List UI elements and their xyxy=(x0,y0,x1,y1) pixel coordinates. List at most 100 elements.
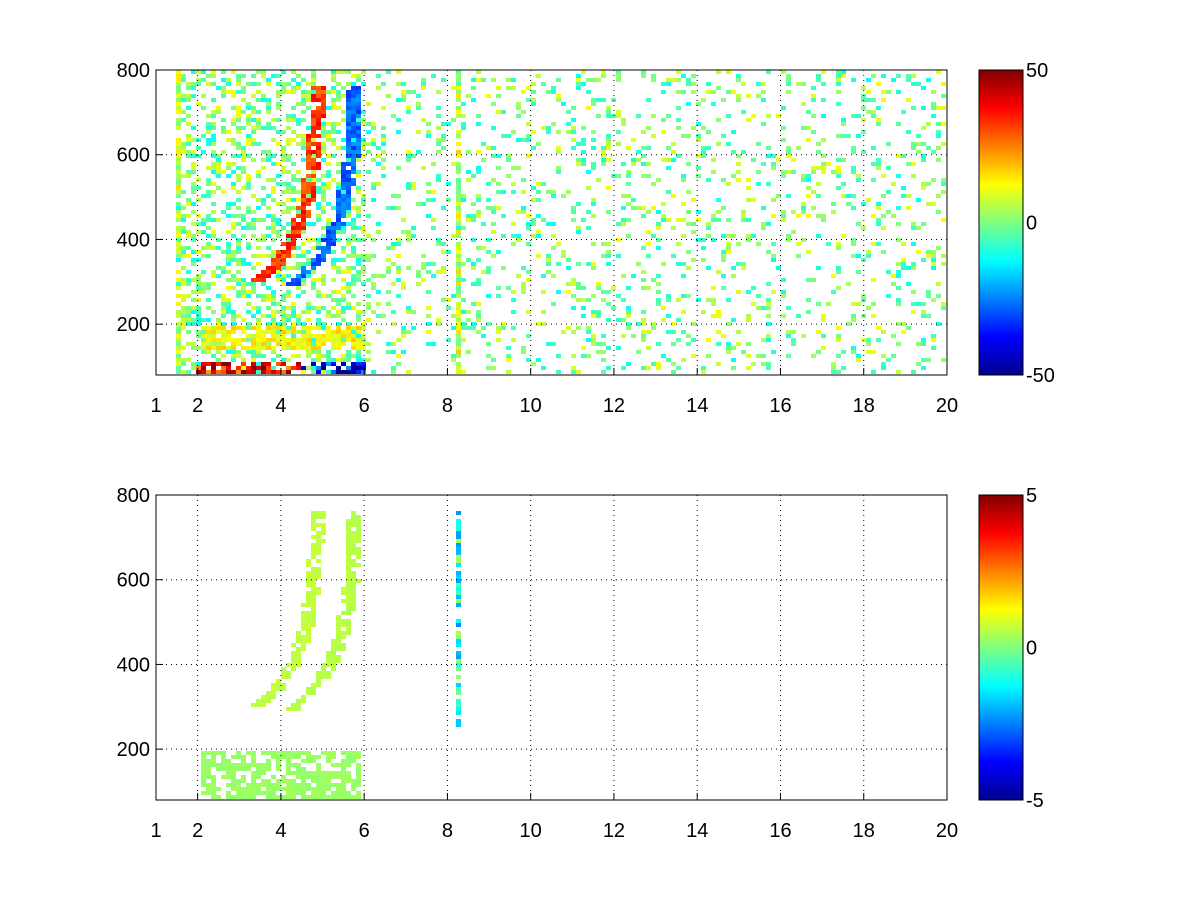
heatmap-cell xyxy=(356,310,361,314)
x-tick-labels: 1 2 4 6 8 10 12 14 16 18 20 xyxy=(150,793,958,842)
heatmap-cell xyxy=(661,82,666,86)
heatmap-cell xyxy=(351,218,356,222)
heatmap-cell xyxy=(346,130,351,134)
heatmap-cell xyxy=(301,194,306,198)
heatmap-cell xyxy=(296,230,301,234)
heatmap-cell xyxy=(191,362,196,366)
heatmap-cell xyxy=(281,202,286,206)
heatmap-cell xyxy=(351,118,356,122)
heatmap-cell xyxy=(321,158,326,162)
heatmap-cell xyxy=(231,250,236,254)
heatmap-cell xyxy=(891,274,896,278)
heatmap-cell xyxy=(196,318,201,322)
heatmap-cell xyxy=(351,274,356,278)
heatmap-cell xyxy=(886,142,891,146)
heatmap-cell xyxy=(731,150,736,154)
heatmap-cell xyxy=(256,354,261,358)
heatmap-cell xyxy=(736,290,741,294)
heatmap-cell xyxy=(606,262,611,266)
heatmap-cell xyxy=(281,262,286,266)
heatmap-cell xyxy=(576,78,581,82)
heatmap-cell xyxy=(236,222,241,226)
heatmap-cell xyxy=(341,194,346,198)
x-tick-label: 8 xyxy=(442,395,453,417)
heatmap-cell xyxy=(306,326,311,330)
heatmap-cell xyxy=(316,559,321,563)
heatmap-cell xyxy=(711,302,716,306)
heatmap-cell xyxy=(321,370,326,374)
heatmap-cell xyxy=(911,106,916,110)
heatmap-cell xyxy=(356,579,361,583)
heatmap-cell xyxy=(196,70,201,74)
heatmap-cell xyxy=(276,230,281,234)
heatmap-cell xyxy=(456,354,461,358)
heatmap-cell xyxy=(916,362,921,366)
heatmap-cell xyxy=(276,82,281,86)
heatmap-cell xyxy=(456,338,461,342)
heatmap-cell xyxy=(266,691,271,695)
heatmap-cell xyxy=(491,230,496,234)
heatmap-cell xyxy=(351,154,356,158)
heatmap-cell xyxy=(271,218,276,222)
heatmap-cell xyxy=(286,755,291,759)
heatmap-cell xyxy=(296,234,301,238)
heatmap-cell xyxy=(921,366,926,370)
heatmap-cell xyxy=(321,282,326,286)
heatmap-cell xyxy=(286,346,291,350)
heatmap-cell xyxy=(621,274,626,278)
heatmap-cell xyxy=(181,314,186,318)
heatmap-cell xyxy=(256,206,261,210)
heatmap-cell xyxy=(321,246,326,250)
heatmap-cell xyxy=(716,86,721,90)
heatmap-cell xyxy=(346,242,351,246)
heatmap-cell xyxy=(836,174,841,178)
heatmap-cell xyxy=(856,254,861,258)
heatmap-cell xyxy=(836,326,841,330)
heatmap-cell xyxy=(441,242,446,246)
heatmap-cell xyxy=(351,82,356,86)
heatmap-cell xyxy=(351,515,356,519)
heatmap-cell xyxy=(931,338,936,342)
heatmap-cell xyxy=(266,246,271,250)
heatmap-cell xyxy=(921,158,926,162)
heatmap-cell xyxy=(231,154,236,158)
heatmap-cell xyxy=(871,114,876,118)
heatmap-cell xyxy=(666,294,671,298)
heatmap-cell xyxy=(241,775,246,779)
heatmap-cell xyxy=(251,334,256,338)
colorbar: -505 xyxy=(978,485,1044,812)
heatmap-cell xyxy=(896,238,901,242)
heatmap-cell xyxy=(776,158,781,162)
heatmap-cell xyxy=(276,330,281,334)
heatmap-cell xyxy=(346,214,351,218)
heatmap-cell xyxy=(331,126,336,130)
heatmap-cell xyxy=(361,322,366,326)
heatmap-cell xyxy=(271,290,276,294)
heatmap-cell xyxy=(196,214,201,218)
heatmap-cell xyxy=(231,342,236,346)
heatmap-cell xyxy=(326,651,331,655)
heatmap-cell xyxy=(201,350,206,354)
heatmap-cell xyxy=(836,74,841,78)
heatmap-cell xyxy=(236,767,241,771)
heatmap-cell xyxy=(351,294,356,298)
heatmap-cell xyxy=(216,86,221,90)
heatmap-cell xyxy=(346,559,351,563)
heatmap-cell xyxy=(321,186,326,190)
heatmap-cell xyxy=(726,218,731,222)
heatmap-cell xyxy=(231,94,236,98)
heatmap-cell xyxy=(351,551,356,555)
heatmap-cell xyxy=(651,278,656,282)
heatmap-cell xyxy=(796,214,801,218)
heatmap-cell xyxy=(351,162,356,166)
heatmap-cell xyxy=(336,198,341,202)
heatmap-cell xyxy=(221,298,226,302)
heatmap-cell xyxy=(336,330,341,334)
heatmap-cell xyxy=(301,138,306,142)
heatmap-cell xyxy=(701,370,706,374)
heatmap-cell xyxy=(306,222,311,226)
heatmap-cell xyxy=(471,78,476,82)
heatmap-cell xyxy=(331,266,336,270)
heatmap-cell xyxy=(306,615,311,619)
heatmap-cell xyxy=(256,238,261,242)
